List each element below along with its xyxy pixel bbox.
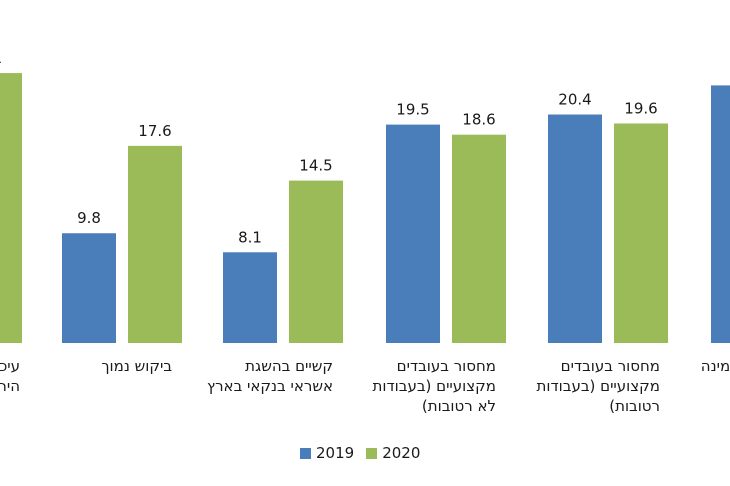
bar-2020-1 [128, 145, 182, 343]
data-label-2019-4: 20.4 [558, 91, 591, 109]
category-label-3: מחסור בעובדים מקצועיים (בעבודות לא רטובו… [372, 357, 496, 415]
bar-2019-4 [548, 114, 602, 344]
category-label-4: מחסור בעובדים מקצועיים (בעבודות רטובות) [536, 357, 660, 415]
data-label-2019-1: 9.8 [77, 209, 101, 227]
bar-2020-3 [452, 134, 506, 343]
legend: 2019 2020 [300, 444, 420, 462]
legend-label-2019: 2019 [316, 444, 355, 462]
bar-2019-3 [386, 124, 440, 343]
data-label-2020-1: 17.6 [138, 122, 171, 140]
legend-label-2020: 2020 [382, 444, 421, 462]
legend-item-2020: 2020 [366, 444, 420, 462]
bar-2019-2 [223, 252, 277, 343]
category-label-5: תמינה [700, 357, 730, 375]
data-label-2019-3: 19.5 [396, 101, 429, 119]
bar-2020-4 [614, 123, 668, 343]
bar-2019-1 [62, 233, 116, 343]
category-label-0: עיכוב היר [0, 357, 20, 395]
data-label-2020-3: 18.6 [462, 111, 495, 129]
bar-2019-5 [711, 85, 730, 344]
category-label-2: קשיים בהשגת אשראי בנקאי בארץ [207, 357, 333, 395]
legend-swatch-2020 [366, 447, 378, 459]
data-label-2020-0: .1 [0, 49, 2, 67]
data-label-2020-2: 14.5 [299, 157, 332, 175]
category-label-1: ביקוש נמוך [101, 357, 173, 375]
legend-item-2019: 2019 [300, 444, 354, 462]
bar-2020-0 [0, 73, 22, 343]
bar-2020-2 [289, 180, 343, 343]
data-label-2020-4: 19.6 [624, 99, 657, 117]
data-label-2019-2: 8.1 [238, 228, 262, 246]
legend-swatch-2019 [300, 447, 311, 459]
